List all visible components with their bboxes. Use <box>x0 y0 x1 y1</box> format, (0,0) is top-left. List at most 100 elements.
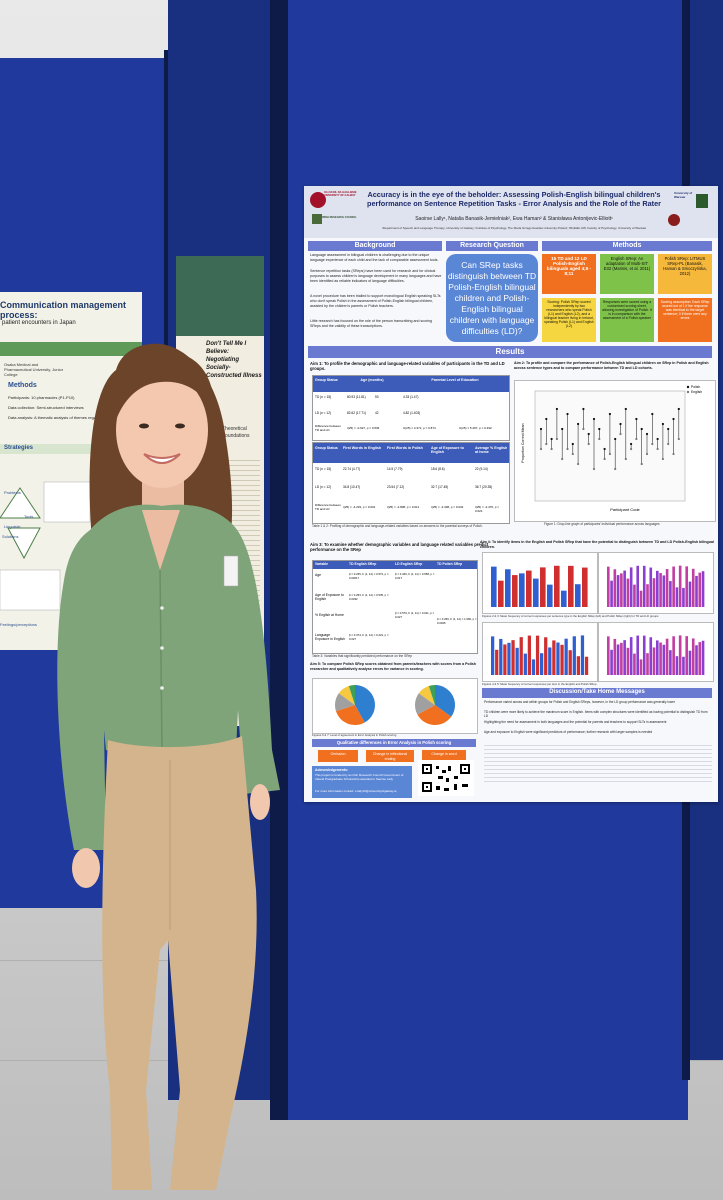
flow-box-inflection: Change in inflectional ending <box>366 750 414 762</box>
bar <box>672 566 675 607</box>
middle-poster-title: Don't Tell Me I Believe: Negotiating Soc… <box>206 341 262 379</box>
point-english <box>571 452 574 456</box>
trousers <box>102 736 257 1190</box>
bar <box>662 575 666 607</box>
point-polish <box>577 422 580 426</box>
point-english <box>672 452 675 456</box>
point-polish <box>587 432 590 436</box>
bar <box>685 566 689 607</box>
table-cell: 34.8 (10.47) <box>343 485 361 489</box>
left-poster-methods-heading: Methods <box>8 382 37 389</box>
bar <box>576 656 581 675</box>
bar <box>659 642 662 675</box>
point-polish <box>571 442 574 446</box>
background-point: Language assessment in bilingual childre… <box>310 253 439 262</box>
table-header-cell: Group Status <box>315 378 338 382</box>
methods-participants-box: 15 TD and 12 LD Polish-English bilingual… <box>542 254 596 294</box>
left-poster-label: Problems <box>4 490 21 495</box>
pie-charts <box>312 678 478 734</box>
bar-chart-polish-items <box>598 622 714 682</box>
table-cell: 23.54 (7.12) <box>387 485 405 489</box>
bar <box>620 642 623 675</box>
point-english <box>577 462 580 466</box>
discussion-point: Age and exposure to English were signifi… <box>484 730 653 734</box>
point-polish <box>667 427 670 431</box>
methods-assumption-box: Scoring assumption: Each SRep scored out… <box>658 298 712 342</box>
bar <box>701 571 705 607</box>
bar <box>531 659 536 675</box>
point-english <box>587 442 590 446</box>
bar-chart-english-items <box>482 622 598 682</box>
bar <box>527 635 532 675</box>
point-polish <box>598 427 601 431</box>
methods-english-srep-box: English SRep: An adaptation of Multi-SIT… <box>600 254 654 294</box>
table-cell: U(25) = 4.371, p = 0.874 <box>403 426 436 430</box>
table-caption: Table 1 & 2: Profiling of demographic an… <box>312 524 483 528</box>
bar <box>642 565 646 607</box>
research-poster: OLLSCOIL NA GAILLIMHE UNIVERSITY OF GALW… <box>304 186 718 802</box>
point-english <box>640 462 643 466</box>
bar <box>526 570 532 607</box>
table-cell: 42 <box>375 411 379 415</box>
bar <box>540 567 546 607</box>
table-cell: 14.5 (7.79) <box>387 467 403 471</box>
discussion-point: Highlighting the need for assessment in … <box>484 720 667 724</box>
hand-right <box>250 784 270 820</box>
point-polish <box>545 417 548 421</box>
bar <box>523 653 527 675</box>
point-english <box>550 447 553 451</box>
point-english <box>614 467 617 471</box>
bar <box>564 638 568 675</box>
university-of-warsaw-logo-icon <box>668 194 708 226</box>
table-cell: Difference between TD and LD <box>315 424 341 432</box>
pie-caption: Figures 6 & 7: Level of agreement in Err… <box>312 733 397 737</box>
bar <box>642 635 646 675</box>
point-english <box>651 442 654 446</box>
table-cell: t(25) = -0.627, p = 0.536 <box>347 426 380 430</box>
poster-authors: Saoirse Lally¹, Natalia Banasik-Jemielni… <box>415 216 613 222</box>
table-cell: % English at Home <box>315 613 344 617</box>
flow-box-word: Change in word <box>422 750 466 762</box>
bar <box>662 644 666 675</box>
qualitative-heading: Qualitative differences in Error Analysi… <box>312 739 476 747</box>
poster-affiliation: ¹Department of Speech and Language Thera… <box>381 226 647 230</box>
bar <box>695 575 698 607</box>
background-point: Sentence repetition tasks (SReps) have b… <box>310 269 442 283</box>
point-english <box>656 447 659 451</box>
point-polish <box>561 427 564 431</box>
pie-slice <box>355 685 375 723</box>
point-english <box>598 437 601 441</box>
research-question: Can SRep tasks distinguish between TD Po… <box>446 254 538 342</box>
pie-slice <box>418 685 435 705</box>
table-cell: 53 <box>375 395 379 399</box>
bar <box>552 640 556 675</box>
point-polish <box>566 412 569 416</box>
bar <box>669 581 672 607</box>
bar <box>491 566 497 607</box>
table-header-cell: First Words in English <box>343 446 382 450</box>
bar <box>688 650 692 675</box>
table-cell: β = 0.235, F (1, 14) = 0.572, p = 0.0001… <box>349 572 389 580</box>
table-cell: TD (n = 15) <box>315 467 332 471</box>
bar <box>678 565 682 607</box>
fig4-caption: Figures 4 & 5: Mean frequency of correct… <box>482 682 597 686</box>
bar <box>580 635 585 675</box>
bar <box>649 567 653 607</box>
table-cell: 80.93 (11.81) <box>347 395 366 399</box>
left-poster-band <box>0 444 142 454</box>
drop-line-xlabel: Participant Code <box>610 507 640 512</box>
table-cell: 22 (9.14) <box>475 467 488 471</box>
point-polish <box>592 417 596 421</box>
face <box>116 372 208 488</box>
bar <box>616 575 620 607</box>
bar <box>519 573 525 607</box>
point-english <box>677 437 680 441</box>
pie-slice <box>435 685 455 717</box>
point-english <box>608 452 611 456</box>
aim-5: Aim 5: To compare Polish SRep scores obt… <box>310 662 476 671</box>
table-header <box>313 561 477 569</box>
bar <box>629 567 633 607</box>
table-cell: 32.7 (17.45) <box>431 485 449 489</box>
point-english <box>661 457 664 461</box>
point-polish <box>630 442 633 446</box>
